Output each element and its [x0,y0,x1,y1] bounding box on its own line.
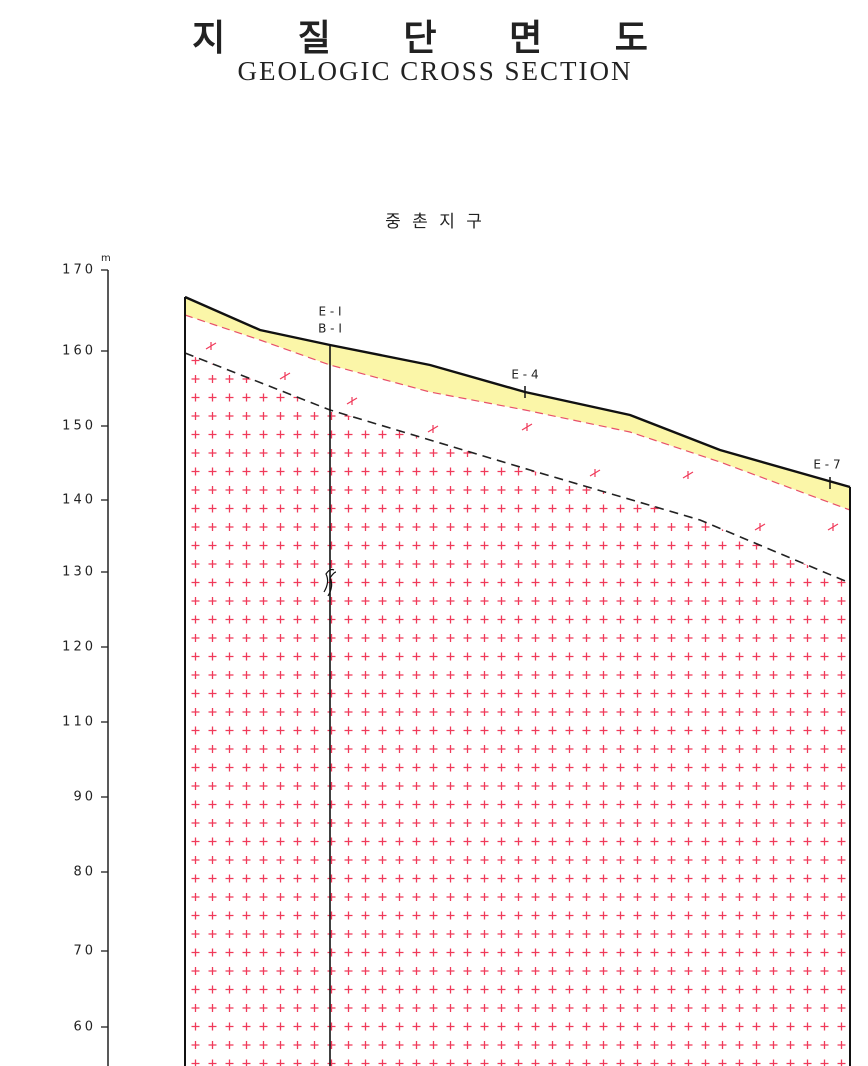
title-korean: 지 질 단 면 도 [192,18,678,59]
axis-label: 160 [62,344,96,359]
axis-label: 70 [73,944,96,959]
title-english: GEOLOGIC CROSS SECTION [237,56,632,86]
cross-section-page: 지 질 단 면 도 GEOLOGIC CROSS SECTION 중 촌 지 구… [0,0,868,1066]
axis-label: 60 [73,1020,96,1035]
axis-unit: m [101,253,111,264]
axis-label: 110 [62,715,96,730]
borehole-label: E - I [318,305,341,319]
axis-label: 170 [62,263,96,278]
axis-label: 90 [73,790,96,805]
borehole-label: B - I [318,322,342,336]
elevation-axis: m [101,253,111,1066]
axis-label: 120 [62,640,96,655]
section-name: 중 촌 지 구 [385,212,485,232]
axis-label: 140 [62,493,96,508]
axis-label: 130 [62,565,96,580]
axis-label: 150 [62,419,96,434]
axis-label: 80 [73,865,96,880]
borehole-label: E - 4 [511,368,538,382]
borehole-label: E - 7 [813,458,840,472]
